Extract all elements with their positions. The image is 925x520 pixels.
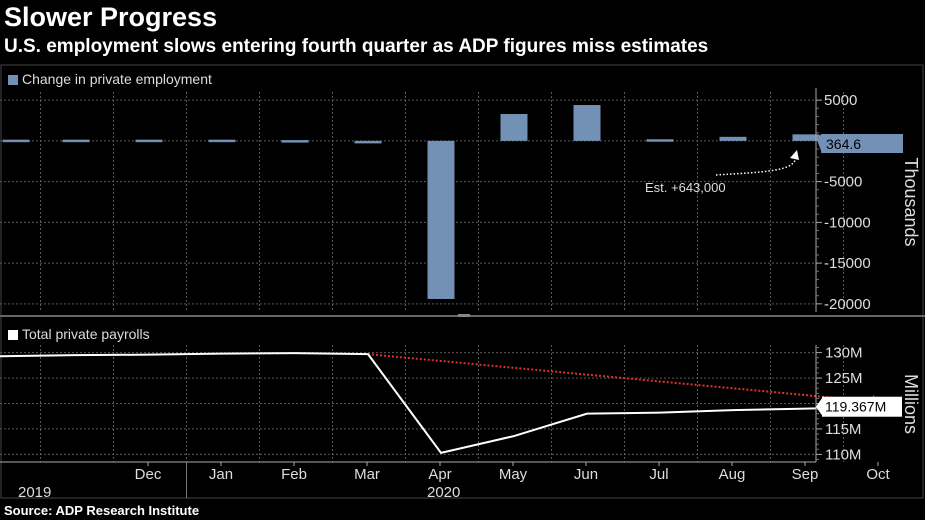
payroll-series-line: [0, 352, 880, 454]
bar-last-value-pointer: [816, 134, 822, 153]
bar-last-value-label: 364.6: [826, 136, 861, 152]
bar-nov-2019: [62, 139, 90, 143]
x-tick-label-sep: Sep: [792, 466, 819, 483]
bar-y-tick-label: -10000: [824, 214, 871, 231]
x-tick-label-dec: Dec: [135, 466, 162, 483]
estimate-arrow-head: [790, 150, 799, 160]
chart-frame: [0, 64, 924, 499]
bar-jul-2020: [646, 139, 674, 142]
bar-jun-2020: [573, 105, 601, 141]
bar-mar-2020: [354, 140, 382, 144]
bar-y-tick-label: 5000: [824, 92, 857, 109]
x-tick-label-may: May: [499, 466, 528, 483]
bar-y-tick-label: -5000: [824, 174, 862, 191]
bar-y-axis-title: Thousands: [901, 157, 921, 246]
line-y-axis-title: Millions: [901, 374, 921, 434]
x-year-label-2019: 2019: [18, 484, 51, 501]
x-tick-label-mar: Mar: [354, 466, 380, 483]
bar-dec-2019: [135, 139, 163, 143]
line-legend-label: Total private payrolls: [22, 326, 150, 342]
bar-apr-2020: [427, 140, 455, 299]
bar-y-tick-label: -20000: [824, 296, 871, 313]
source-note: Source: ADP Research Institute: [4, 503, 200, 518]
bar-legend: Change in private employment: [8, 71, 212, 87]
line-y-tick-label: 115M: [825, 421, 861, 438]
line-legend: Total private payrolls: [8, 326, 150, 342]
line-y-tick-label: 125M: [825, 370, 863, 387]
x-tick-label-jul: Jul: [649, 466, 668, 483]
bar-may-2020: [500, 114, 528, 141]
bar-y-tick-label: -15000: [824, 255, 871, 272]
line-last-value-pointer: [816, 396, 823, 417]
line-y-tick-label: 110M: [825, 446, 861, 463]
bar-sep-2020: [792, 134, 820, 141]
bar-legend-swatch: [8, 75, 18, 85]
estimate-annotation: Est. +643,000: [645, 180, 726, 195]
bar-aug-2020: [719, 136, 747, 141]
x-tick-label-feb: Feb: [281, 466, 307, 483]
x-tick-label-apr: Apr: [428, 466, 451, 483]
line-y-tick-label: 130M: [825, 345, 863, 362]
bar-jan-2020: [208, 139, 236, 143]
bar-feb-2020: [281, 140, 309, 143]
trend-line: [367, 353, 880, 403]
panel-resize-handle: [458, 314, 470, 317]
x-year-label-2020: 2020: [427, 484, 460, 501]
chart-title: Slower Progress: [4, 2, 218, 32]
x-tick-label-jan: Jan: [209, 466, 233, 483]
chart-subtitle: U.S. employment slows entering fourth qu…: [4, 36, 709, 57]
line-last-value-label: 119.367M: [825, 399, 886, 415]
bar-oct-2019: [2, 139, 30, 143]
bar-last-value-box: [821, 134, 903, 153]
bar-legend-label: Change in private employment: [22, 71, 212, 87]
x-tick-label-jun: Jun: [574, 466, 598, 483]
line-legend-swatch: [8, 330, 18, 340]
estimate-arrow: [715, 154, 797, 176]
line-last-value-box: [822, 396, 902, 417]
x-tick-label-oct: Oct: [866, 466, 890, 483]
x-tick-label-aug: Aug: [719, 466, 746, 483]
